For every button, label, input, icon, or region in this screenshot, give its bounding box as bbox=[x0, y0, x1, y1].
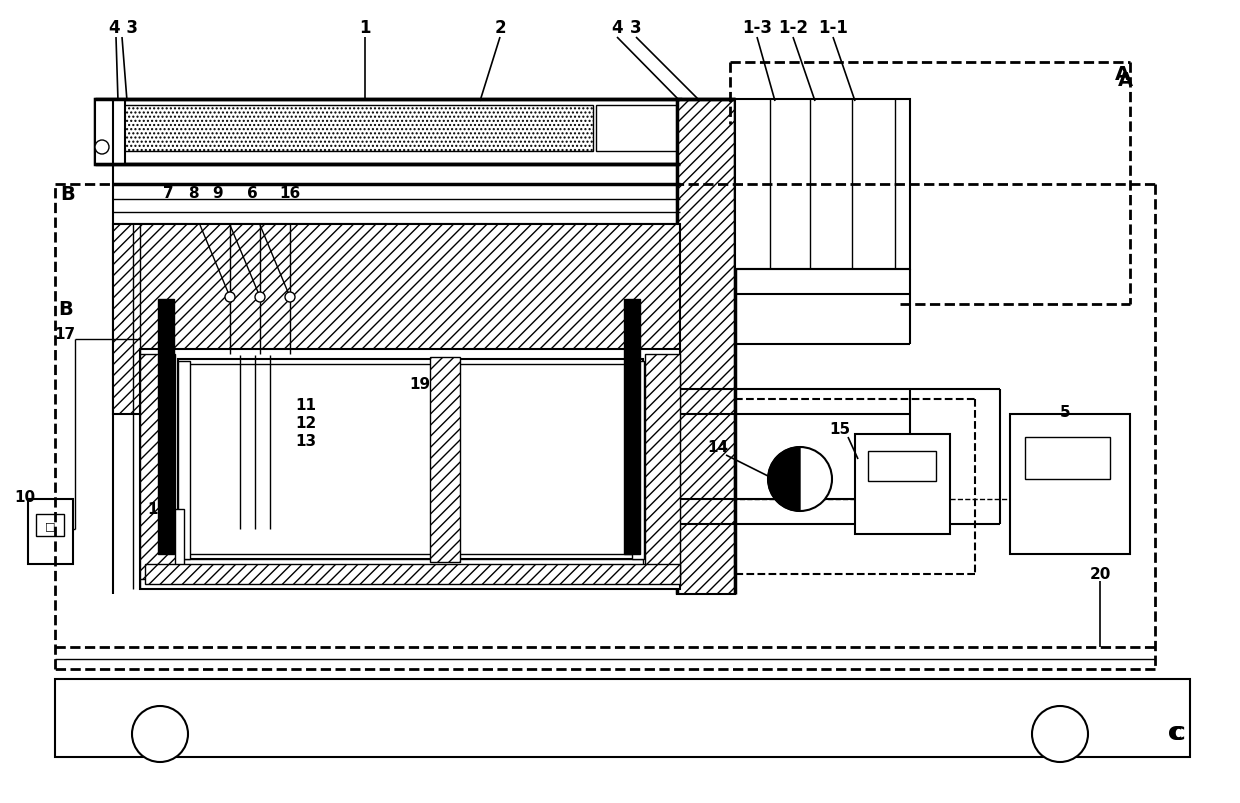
Bar bbox=[677, 100, 735, 594]
Text: 19: 19 bbox=[409, 377, 430, 392]
Text: B: B bbox=[58, 300, 73, 319]
Bar bbox=[430, 357, 460, 562]
Bar bbox=[1011, 414, 1130, 554]
Bar bbox=[157, 300, 174, 554]
Text: 10: 10 bbox=[14, 490, 35, 505]
Text: B: B bbox=[60, 185, 74, 204]
Text: 6: 6 bbox=[247, 185, 258, 200]
Bar bbox=[184, 365, 639, 554]
Bar bbox=[856, 434, 950, 534]
Text: 17: 17 bbox=[53, 327, 74, 342]
Text: 11: 11 bbox=[295, 398, 316, 413]
Bar bbox=[55, 679, 1190, 757]
Text: 8: 8 bbox=[187, 185, 198, 200]
Text: C: C bbox=[1171, 724, 1185, 744]
Text: C: C bbox=[1168, 724, 1182, 744]
Bar bbox=[140, 355, 175, 579]
Text: 1-2: 1-2 bbox=[777, 19, 808, 37]
Bar bbox=[632, 361, 644, 560]
Bar bbox=[29, 499, 73, 565]
Bar bbox=[95, 100, 125, 165]
Text: □: □ bbox=[45, 520, 56, 530]
Text: 4: 4 bbox=[611, 19, 622, 37]
Bar bbox=[172, 509, 184, 569]
Text: 5: 5 bbox=[1060, 405, 1070, 420]
Text: 14: 14 bbox=[708, 440, 729, 455]
Bar bbox=[868, 451, 936, 482]
Bar bbox=[1025, 438, 1110, 479]
Text: 20: 20 bbox=[1089, 567, 1111, 582]
Text: 9: 9 bbox=[213, 185, 223, 200]
Bar bbox=[179, 360, 644, 560]
Text: 1: 1 bbox=[360, 19, 371, 37]
Circle shape bbox=[255, 292, 265, 303]
Bar bbox=[113, 225, 680, 414]
Bar bbox=[596, 106, 680, 152]
Bar bbox=[179, 560, 644, 577]
Bar bbox=[179, 361, 190, 560]
Bar bbox=[624, 300, 640, 554]
Bar bbox=[140, 349, 680, 589]
Text: 13: 13 bbox=[295, 434, 316, 449]
Text: 18: 18 bbox=[146, 502, 167, 517]
Bar bbox=[36, 515, 64, 536]
Bar bbox=[95, 100, 680, 165]
Text: 2: 2 bbox=[495, 19, 506, 37]
Text: 7: 7 bbox=[162, 185, 174, 200]
Bar bbox=[103, 106, 593, 152]
Circle shape bbox=[1032, 706, 1087, 762]
Text: 4 3: 4 3 bbox=[109, 19, 138, 37]
Text: 12: 12 bbox=[295, 416, 316, 431]
Text: 1-1: 1-1 bbox=[818, 19, 848, 37]
Circle shape bbox=[95, 141, 109, 155]
Polygon shape bbox=[768, 447, 800, 512]
Text: 15: 15 bbox=[830, 422, 851, 437]
Circle shape bbox=[131, 706, 188, 762]
Bar bbox=[735, 100, 910, 270]
Text: A: A bbox=[1115, 65, 1130, 84]
Text: 3: 3 bbox=[630, 19, 642, 37]
Text: 16: 16 bbox=[279, 185, 300, 200]
Bar bbox=[145, 565, 680, 585]
Circle shape bbox=[285, 292, 295, 303]
Bar bbox=[645, 355, 680, 579]
Text: 1-3: 1-3 bbox=[742, 19, 773, 37]
Circle shape bbox=[224, 292, 236, 303]
Circle shape bbox=[768, 447, 832, 512]
Text: A: A bbox=[1118, 71, 1133, 89]
